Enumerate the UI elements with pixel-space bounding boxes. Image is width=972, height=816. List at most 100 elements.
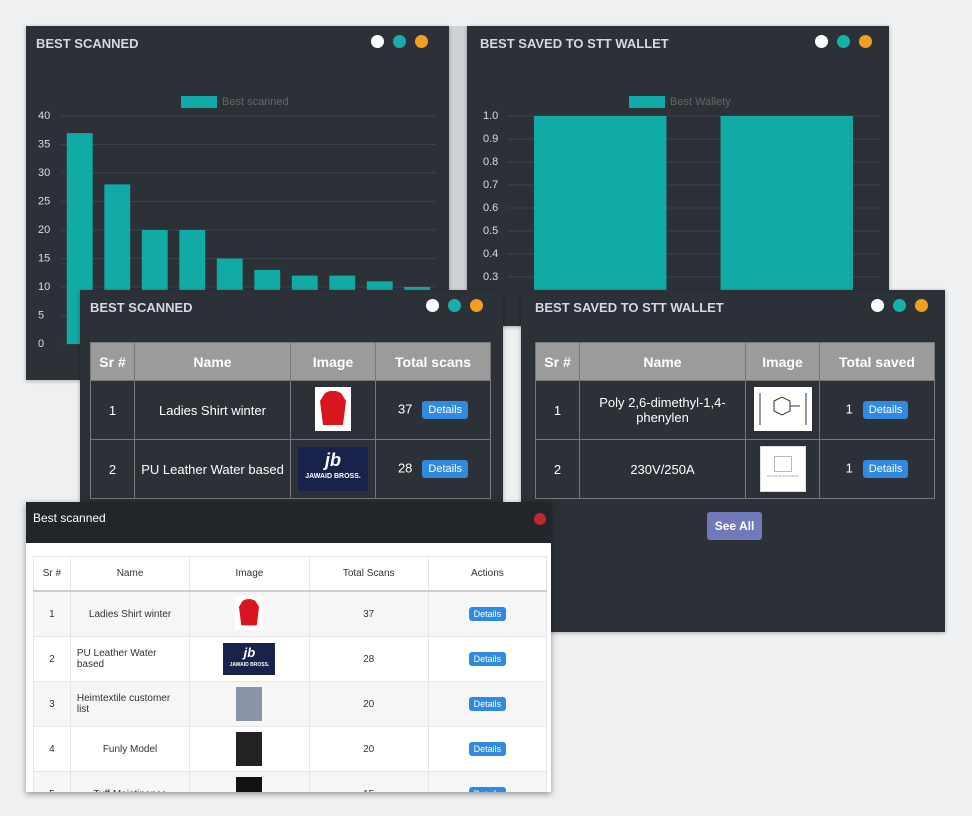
details-button[interactable]: Details: [862, 460, 909, 478]
name-cell: PU Leather Water based: [134, 439, 291, 499]
total-cell: 28: [308, 636, 429, 682]
column-header: Name: [69, 556, 191, 592]
refresh-icon[interactable]: [448, 299, 461, 312]
header-row: Sr # Name Image Total Scans Actions: [33, 556, 548, 592]
image-cell: NO IMAGE AVAILABLE: [745, 439, 820, 499]
total-cell: 1 Details: [819, 380, 935, 440]
total-value: 1: [845, 401, 853, 417]
table: Sr # Name Image Total scans 1 Ladies Shirt wi…: [90, 342, 491, 499]
refresh-icon[interactable]: [837, 35, 850, 48]
y-tick-label: 0.8: [483, 156, 498, 168]
y-tick-label: 30: [38, 167, 50, 179]
details-button[interactable]: Details: [468, 697, 507, 711]
column-header: Total saved: [819, 342, 935, 381]
actions-cell: Details: [427, 590, 548, 637]
expand-icon[interactable]: [371, 35, 384, 48]
table-row: 3 Heimtextile customer list 20 Details: [33, 681, 548, 727]
y-tick-label: 1.0: [483, 110, 498, 122]
total-value: 20: [363, 698, 375, 710]
modal-header: Best scanned: [26, 502, 551, 543]
header-row: Sr # Name Image Total scans: [90, 342, 491, 381]
total-cell: 1 Details: [819, 439, 935, 499]
details-button[interactable]: Details: [468, 607, 507, 621]
expand-icon[interactable]: [871, 299, 884, 312]
gap: [449, 26, 467, 326]
column-header: Total scans: [375, 342, 491, 381]
details-button[interactable]: Details: [468, 742, 507, 756]
y-tick-label: 10: [38, 281, 50, 293]
y-tick-label: 5: [38, 309, 44, 321]
logo-text: JAWAID BROSS.: [229, 662, 270, 669]
y-tick-label: 0.5: [483, 225, 498, 237]
expand-icon[interactable]: [815, 35, 828, 48]
total-cell: 37 Details: [375, 380, 491, 440]
modal: Best scanned Sr # Name Image Total Scans Act…: [26, 502, 551, 792]
legend-swatch: [181, 96, 217, 108]
image-cell: jb JAWAID BROSS.: [290, 439, 376, 499]
total-cell: 37: [308, 590, 429, 637]
name-cell: Tuff Maintinance: [69, 771, 191, 792]
panel-title: BEST SCANNED: [90, 300, 193, 315]
panel-icons: [815, 35, 872, 48]
sr-cell: 2: [33, 636, 71, 682]
y-tick-label: 0.9: [483, 133, 498, 145]
sr-cell: 5: [33, 771, 71, 792]
column-header: Sr #: [90, 342, 135, 381]
collapse-icon[interactable]: [915, 299, 928, 312]
table-row: 4 Funly Model 20 Details: [33, 726, 548, 772]
table-panel: BEST SAVED TO STT WALLET Sr # Name Image To…: [521, 290, 945, 632]
refresh-icon[interactable]: [393, 35, 406, 48]
y-tick-label: 40: [38, 110, 50, 122]
image-cell: [189, 771, 310, 792]
actions-cell: Details: [427, 726, 548, 772]
actions-cell: Details: [427, 771, 548, 792]
legend-label: Best Wallety: [670, 96, 731, 108]
details-button[interactable]: Details: [422, 401, 469, 419]
sr-cell: 1: [33, 590, 71, 637]
details-button[interactable]: Details: [422, 460, 469, 478]
collapse-icon[interactable]: [859, 35, 872, 48]
name-cell: Poly 2,6-dimethyl-1,4-phenylen: [579, 380, 746, 440]
actions-cell: Details: [427, 636, 548, 682]
column-header: Sr #: [33, 556, 71, 592]
panel-title: BEST SAVED TO STT WALLET: [480, 36, 669, 51]
collapse-icon[interactable]: [470, 299, 483, 312]
legend-swatch: [629, 96, 665, 108]
y-tick-label: 20: [38, 224, 50, 236]
total-cell: 20: [308, 681, 429, 727]
no-image-text: NO IMAGE AVAILABLE: [766, 474, 799, 478]
total-value: 15: [363, 789, 374, 793]
column-header: Name: [134, 342, 291, 381]
name-cell: Funly Model: [69, 726, 191, 772]
image-cell: [189, 590, 310, 637]
total-value: 1: [845, 460, 853, 476]
collapse-icon[interactable]: [415, 35, 428, 48]
actions-cell: Details: [427, 681, 548, 727]
refresh-icon[interactable]: [893, 299, 906, 312]
details-button[interactable]: Details: [468, 787, 507, 792]
details-button[interactable]: Details: [468, 652, 507, 666]
table-row: 2 PU Leather Water based jb JAWAID BROSS. 28…: [90, 439, 491, 499]
table-panel: BEST SCANNED Sr # Name Image Total scans 1 La…: [80, 290, 503, 520]
y-tick-label: 35: [38, 138, 50, 150]
table-row: 1 Ladies Shirt winter 37 Details: [33, 590, 548, 637]
name-cell: Ladies Shirt winter: [134, 380, 291, 440]
close-button[interactable]: [534, 513, 546, 525]
table-row: 2 PU Leather Water based jb JAWAID BROSS. 28…: [33, 636, 548, 682]
column-header: Image: [189, 556, 310, 592]
total-value: 28: [363, 653, 375, 665]
see-all-button[interactable]: See All: [707, 512, 762, 540]
table: Sr # Name Image Total saved 1 Poly 2,6-dimeth…: [535, 342, 935, 499]
column-header: Total Scans: [308, 556, 429, 592]
table-row: 2 230V/250A NO IMAGE AVAILABLE 1 Details: [535, 439, 935, 499]
column-header: Name: [579, 342, 746, 381]
column-header: Actions: [427, 556, 548, 592]
sr-cell: 2: [90, 439, 135, 499]
image-cell: [290, 380, 376, 440]
name-cell: Heimtextile customer list: [69, 681, 191, 727]
details-button[interactable]: Details: [862, 401, 909, 419]
image-cell: [189, 726, 310, 772]
expand-icon[interactable]: [426, 299, 439, 312]
legend-label: Best scanned: [222, 96, 289, 108]
panel-icons: [871, 299, 928, 312]
